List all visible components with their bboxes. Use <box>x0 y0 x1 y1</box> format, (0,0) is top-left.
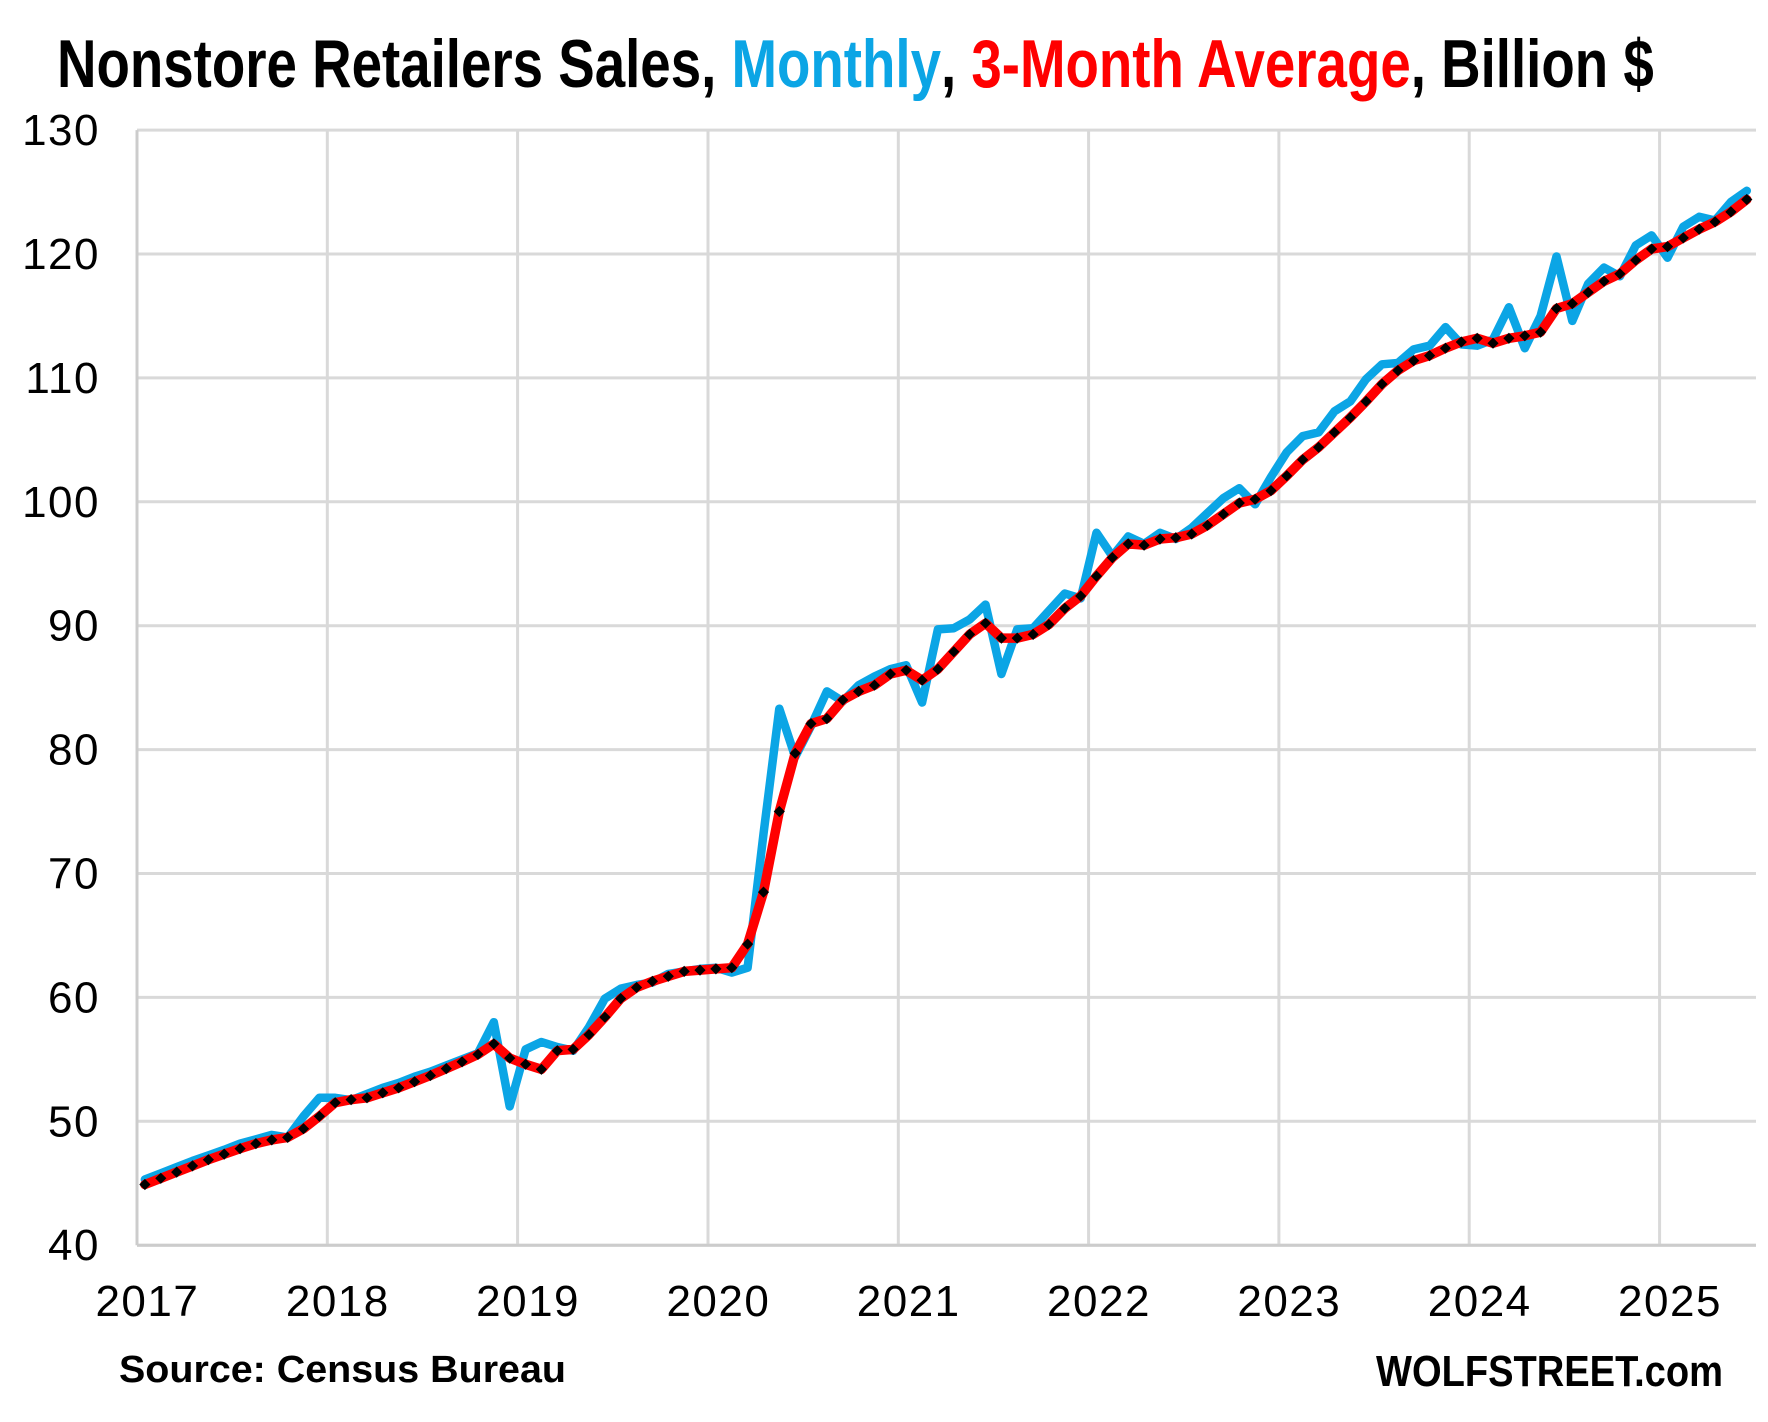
svg-text:2019: 2019 <box>476 1277 580 1326</box>
svg-text:40: 40 <box>48 1221 100 1270</box>
svg-text:100: 100 <box>22 478 100 527</box>
svg-text:2017: 2017 <box>95 1277 199 1326</box>
svg-text:2023: 2023 <box>1237 1277 1341 1326</box>
svg-text:2021: 2021 <box>857 1277 961 1326</box>
svg-text:2022: 2022 <box>1047 1277 1151 1326</box>
svg-text:2018: 2018 <box>286 1277 390 1326</box>
svg-text:90: 90 <box>48 602 100 651</box>
svg-text:Nonstore Retailers Sales, Mont: Nonstore Retailers Sales, Monthly, 3-Mon… <box>57 26 1654 102</box>
svg-text:50: 50 <box>48 1097 100 1146</box>
svg-text:2025: 2025 <box>1618 1277 1722 1326</box>
svg-text:Source: Census Bureau: Source: Census Bureau <box>119 1349 566 1391</box>
svg-text:120: 120 <box>22 230 100 279</box>
svg-text:110: 110 <box>25 354 100 403</box>
svg-text:2020: 2020 <box>666 1277 770 1326</box>
svg-text:70: 70 <box>48 850 100 899</box>
svg-text:60: 60 <box>48 973 100 1022</box>
svg-text:130: 130 <box>22 106 100 155</box>
svg-text:2024: 2024 <box>1428 1277 1532 1326</box>
svg-text:80: 80 <box>48 726 100 775</box>
svg-text:WOLFSTREET.com: WOLFSTREET.com <box>1376 1347 1723 1396</box>
